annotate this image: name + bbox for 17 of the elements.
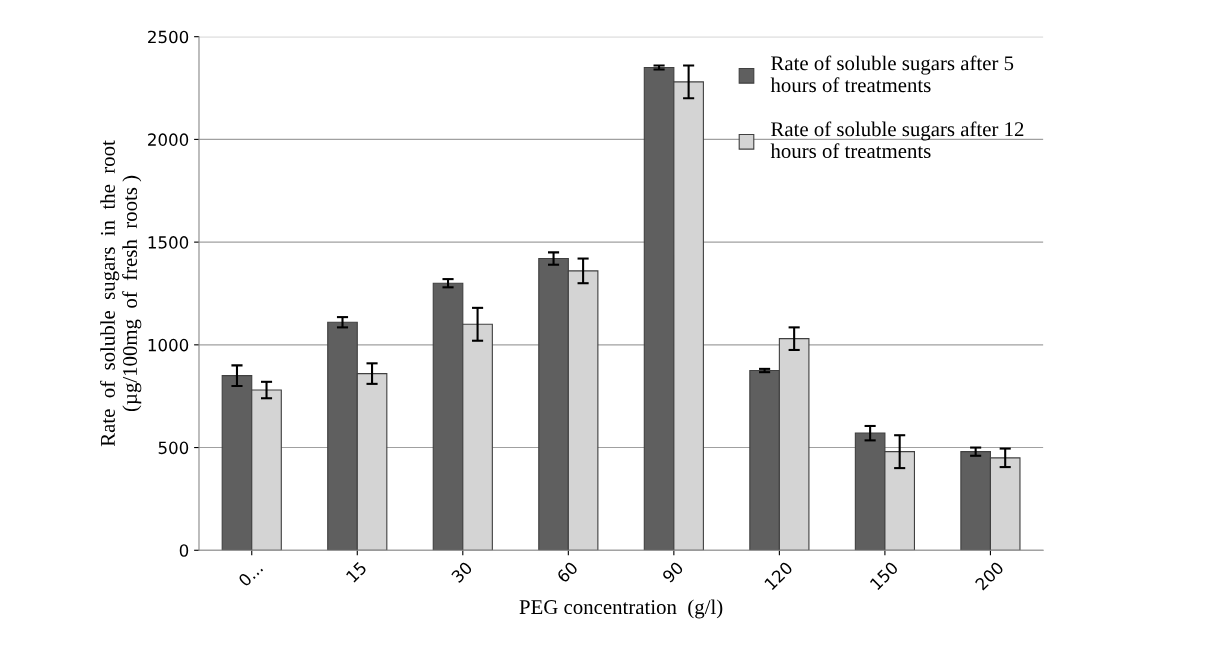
y-tick-label: 1500 xyxy=(148,236,189,249)
x-tick-label: 150 xyxy=(869,560,899,591)
x-tick-label: 90 xyxy=(661,560,684,584)
y-tick-label: 500 xyxy=(158,441,189,455)
legend-label: Rate of soluble sugars after 12 hours of treatments xyxy=(770,121,1024,159)
x-tick-label: 0... xyxy=(237,561,264,588)
x-tick-label: 30 xyxy=(450,560,473,584)
x-tick-label: 15 xyxy=(345,561,368,583)
y-tick-label: 2500 xyxy=(148,30,189,44)
legend-label: Rate of soluble sugars after 5 hours of treatments xyxy=(770,55,1014,93)
y-tick-label: 0 xyxy=(179,544,189,557)
x-axis-title: PEG concentration (g/l) xyxy=(519,599,723,619)
x-tick-label: 60 xyxy=(556,560,579,584)
y-tick-label: 1000 xyxy=(148,338,189,352)
y-tick-label: 2000 xyxy=(148,133,189,146)
y-axis-title: Rate of soluble sugars in the root (µg/100mg of fresh roots ) xyxy=(100,140,142,447)
x-tick-label: 120 xyxy=(763,560,794,591)
